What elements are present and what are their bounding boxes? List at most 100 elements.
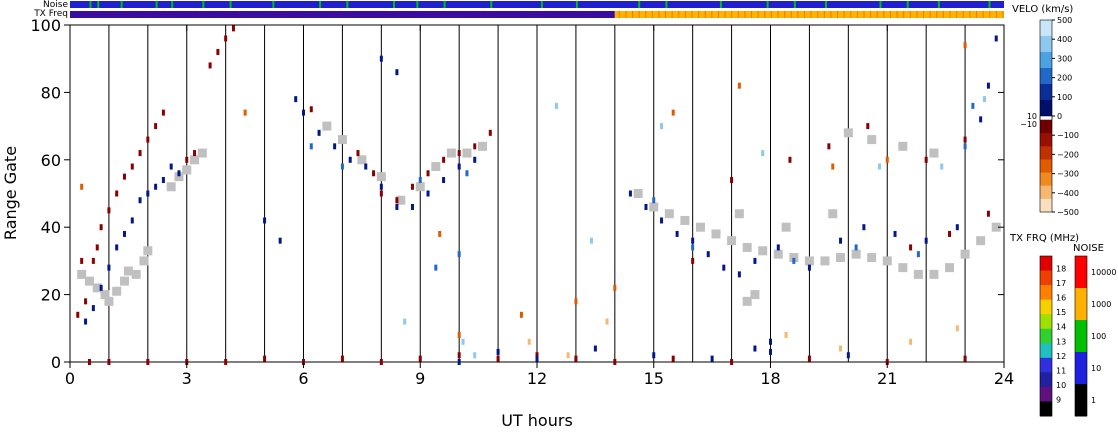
txfreq-bar-mark xyxy=(837,11,839,18)
scatter-point xyxy=(955,325,959,332)
scatter-point xyxy=(758,246,768,256)
scatter-point xyxy=(80,183,84,190)
scatter-point xyxy=(792,257,796,264)
scatter-points xyxy=(76,25,1001,365)
x-tick-label: 12 xyxy=(527,369,547,388)
velocity-colorbar-cell xyxy=(1040,120,1052,134)
scatter-point xyxy=(95,244,99,251)
velocity-colorbar-tick-label: −500 xyxy=(1057,208,1079,217)
scatter-point xyxy=(742,296,752,306)
x-tick-label: 0 xyxy=(65,369,75,388)
velocity-colorbar-tick-label: 100 xyxy=(1057,93,1072,102)
noise-bar-mark xyxy=(937,1,940,8)
noise-bar-mark xyxy=(393,1,396,8)
scatter-point xyxy=(711,229,721,239)
scatter-point xyxy=(593,345,597,352)
scatter-point xyxy=(769,338,772,345)
scatter-point xyxy=(403,318,407,325)
scatter-point xyxy=(431,162,441,172)
txfreq-colorbar-cell xyxy=(1040,256,1052,272)
y-tick-label: 80 xyxy=(41,83,61,102)
scatter-point xyxy=(438,230,442,237)
txfreq-bar-mark xyxy=(645,11,647,18)
txfreq-bar-mark xyxy=(790,11,792,18)
txfreq-bar-label: TX Freq xyxy=(33,9,68,19)
txfreq-bar-mark xyxy=(830,11,832,18)
noise-bar-mark xyxy=(272,1,275,8)
scatter-point xyxy=(929,269,939,279)
txfreq-bar-mark xyxy=(810,11,812,18)
scatter-point xyxy=(77,269,87,279)
scatter-point xyxy=(827,143,831,150)
txfreq-bar-mark xyxy=(751,11,753,18)
scatter-point xyxy=(426,170,430,177)
txfreq-colorbar-cell xyxy=(1040,314,1052,330)
scatter-point xyxy=(535,352,539,359)
scatter-point xyxy=(761,150,765,157)
scatter-point xyxy=(664,209,674,219)
scatter-point xyxy=(862,224,866,231)
noise-colorbar-cell xyxy=(1075,288,1087,321)
scatter-point xyxy=(737,82,741,89)
scatter-point xyxy=(174,172,184,182)
y-axis-label: Range Gate xyxy=(1,146,20,240)
scatter-point xyxy=(87,359,91,365)
scatter-point xyxy=(574,298,578,305)
scatter-point xyxy=(691,257,695,264)
txfreq-bar-mark xyxy=(618,11,620,18)
scatter-point xyxy=(333,143,337,150)
scatter-point xyxy=(107,207,111,214)
txfreq-bar-mark xyxy=(698,11,700,18)
scatter-point xyxy=(916,251,920,258)
velocity-colorbar-zero-band xyxy=(1039,115,1053,121)
scatter-point xyxy=(867,135,877,145)
txfreq-bar-mark xyxy=(691,11,693,18)
scatter-point xyxy=(104,296,114,306)
scatter-point xyxy=(535,355,539,362)
scatter-point xyxy=(730,177,734,184)
velocity-colorbar-cell xyxy=(1040,52,1052,69)
scatter-point xyxy=(804,256,814,266)
y-tick-label: 100 xyxy=(30,16,61,35)
scatter-point xyxy=(395,203,399,210)
noise-bar-mark xyxy=(97,1,100,8)
scatter-point xyxy=(131,269,141,279)
scatter-point xyxy=(122,230,126,237)
scatter-point xyxy=(675,230,679,237)
scatter-point xyxy=(788,156,792,163)
scatter-point xyxy=(216,48,220,55)
x-tick-label: 15 xyxy=(644,369,664,388)
noise-bar-mark xyxy=(490,1,493,8)
scatter-point xyxy=(652,352,656,359)
txfreq-bar-mark xyxy=(995,11,997,18)
velocity-colorbar-tick-label: 300 xyxy=(1057,54,1072,63)
scatter-point xyxy=(994,35,998,42)
scatter-point xyxy=(963,143,967,150)
scatter-point xyxy=(478,141,488,151)
x-tick-label: 3 xyxy=(182,369,192,388)
txfreq-colorbar-tick-label: 11 xyxy=(1056,366,1066,375)
velocity-colorbar-cell xyxy=(1040,84,1052,101)
scatter-point xyxy=(166,182,176,192)
txfreq-bar-mark xyxy=(903,11,905,18)
velocity-colorbar-cell xyxy=(1040,36,1052,53)
scatter-point xyxy=(750,290,760,300)
txfreq-bar-mark xyxy=(942,11,944,18)
txfreq-bar-mark xyxy=(777,11,779,18)
scatter-point xyxy=(415,182,425,192)
scatter-point xyxy=(99,284,103,291)
txfreq-bar-mark xyxy=(923,11,925,18)
txfreq-bar-mark xyxy=(936,11,938,18)
scatter-point xyxy=(554,102,558,109)
scatter-point xyxy=(695,222,705,232)
txfreq-bar-mark xyxy=(883,11,885,18)
noise-colorbar-title: NOISE xyxy=(1073,243,1104,254)
scatter-point xyxy=(154,123,158,130)
scatter-point xyxy=(753,257,757,264)
txfreq-colorbar-ticks: 18 17 16 15 14 13 12 11 10 9 xyxy=(1056,265,1066,405)
scatter-point xyxy=(107,359,111,365)
scatter-point xyxy=(461,338,465,345)
scatter-point xyxy=(991,222,1001,232)
scatter-point xyxy=(866,123,870,130)
scatter-point xyxy=(737,271,741,278)
